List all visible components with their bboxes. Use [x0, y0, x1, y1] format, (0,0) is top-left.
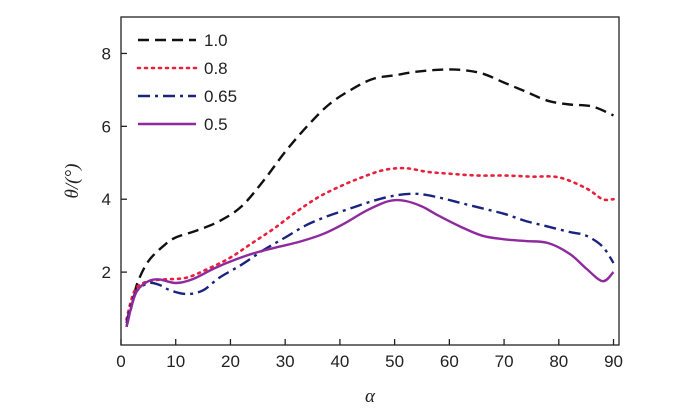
x-tick-label: 30 [276, 352, 295, 371]
x-axis-title: α [365, 386, 376, 407]
x-tick-label: 0 [116, 352, 125, 371]
series-line-0-8 [125, 166, 615, 321]
y-tick-label: 2 [102, 263, 111, 282]
y-tick-label: 8 [102, 44, 111, 63]
x-tick-label: 90 [604, 352, 623, 371]
y-axis-title: θ/(°) [62, 164, 83, 199]
y-tick-label: 4 [102, 190, 111, 209]
legend-label-0-5: 0.5 [204, 115, 228, 134]
x-tick-label: 50 [385, 352, 404, 371]
x-tick-label: 70 [495, 352, 514, 371]
plot-frame [120, 16, 620, 346]
series-line-1-0 [125, 68, 614, 328]
x-tick-label: 80 [549, 352, 568, 371]
series-line-0-5 [125, 198, 615, 328]
series-layer [125, 68, 615, 328]
y-tick-label: 6 [102, 117, 111, 136]
legend-label-1-0: 1.0 [204, 31, 228, 50]
x-tick-label: 10 [166, 352, 185, 371]
legend-label-0-65: 0.65 [204, 87, 237, 106]
x-tick-label: 20 [221, 352, 240, 371]
series-line-0-65 [125, 192, 615, 324]
legend: 1.0 0.8 0.65 0.5 [136, 31, 237, 134]
x-tick-label: 60 [440, 352, 459, 371]
legend-label-0-8: 0.8 [204, 59, 228, 78]
x-tick-label: 40 [330, 352, 349, 371]
ticks-layer: 0 10 20 30 40 50 60 70 80 90 2 4 6 8 [102, 44, 623, 371]
